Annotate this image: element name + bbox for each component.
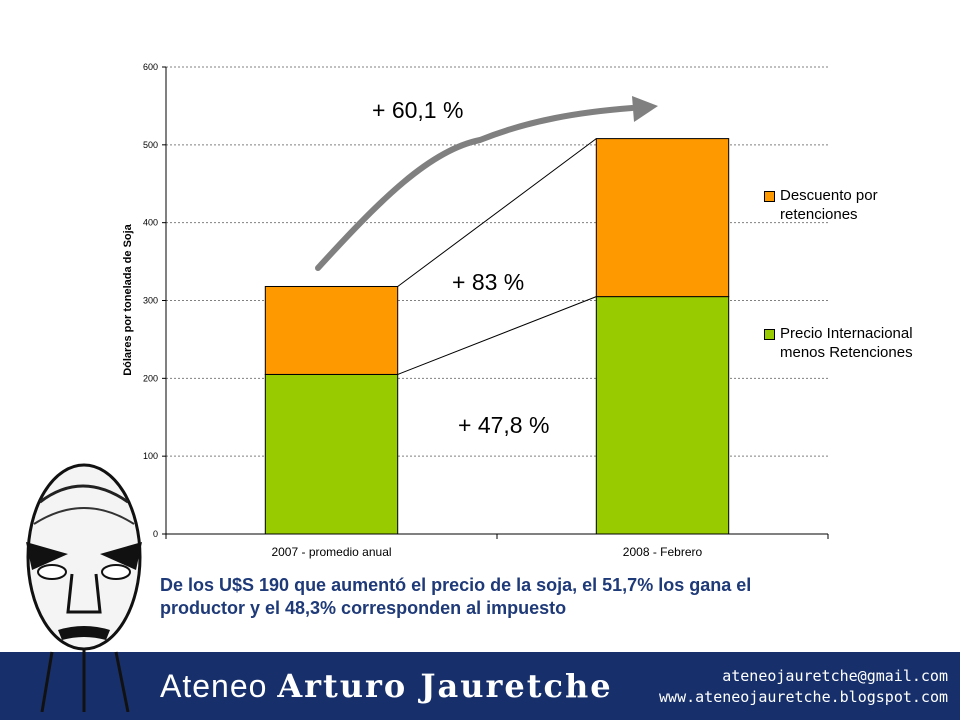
connector-line: [397, 138, 597, 287]
bar-segment: [264, 373, 399, 535]
legend-label-retenciones: Descuento por retenciones: [780, 187, 878, 223]
x-category-label: 2007 - promedio anual: [271, 545, 391, 559]
footer-banner: Ateneo Arturo Jauretche ateneojauretche@…: [0, 652, 960, 720]
footer-logo: Ateneo Arturo Jauretche: [160, 667, 613, 705]
y-axis-label: Dólares por tonelada de Soja: [122, 223, 134, 375]
y-tick-label: 200: [143, 373, 158, 383]
growth-arrow-icon: [315, 105, 635, 271]
y-tick-label: 0: [153, 529, 158, 539]
y-tick-label: 600: [143, 62, 158, 72]
legend-item-retenciones: Descuento por retenciones: [764, 186, 934, 224]
connector-lines: [397, 138, 597, 375]
legend-label-precio: Precio Internacional menos Retenciones: [780, 325, 913, 361]
annotation-total-increase: + 60,1 %: [372, 97, 463, 123]
legend-swatch-orange: [764, 191, 775, 202]
annotation-retention-increase: + 83 %: [452, 269, 524, 295]
legend-item-precio: Precio Internacional menos Retenciones: [764, 324, 934, 362]
x-category-labels: 2007 - promedio anual 2008 - Febrero: [271, 545, 702, 559]
y-tick-label: 500: [143, 140, 158, 150]
chart-legend: Descuento por retenciones Precio Interna…: [764, 186, 934, 362]
bar-segment: [595, 296, 730, 535]
arrowhead-icon: [632, 96, 658, 122]
footer-email[interactable]: ateneojauretche@gmail.com: [722, 667, 948, 685]
y-tick-label: 100: [143, 451, 158, 461]
footer-logo-name: Arturo Jauretche: [277, 667, 613, 705]
axes: [162, 66, 829, 539]
caption: De los U$S 190 que aumentó el precio de …: [160, 574, 930, 620]
x-category-label: 2008 - Febrero: [623, 545, 703, 559]
annotation-producer-increase: + 47,8 %: [458, 412, 549, 438]
chart: 0 100 200 300 400 500 600 2007 - promedio anua…: [122, 62, 829, 559]
footer-blog-url[interactable]: www.ateneojauretche.blogspot.com: [659, 688, 948, 706]
legend-swatch-green: [764, 329, 775, 340]
caption-line-1: De los U$S 190 que aumentó el precio de …: [160, 575, 752, 595]
caricature-face-icon: [26, 463, 142, 712]
bar-segment: [264, 285, 399, 375]
y-tick-label: 300: [143, 296, 158, 306]
footer-logo-ateneo: Ateneo: [160, 668, 268, 704]
bar-segment: [595, 138, 730, 298]
footer-contact: ateneojauretche@gmail.com www.ateneojaur…: [659, 666, 948, 708]
bars: [264, 138, 730, 535]
y-tick-label: 400: [143, 218, 158, 228]
y-tick-labels: 0 100 200 300 400 500 600: [143, 62, 158, 539]
connector-line: [397, 296, 597, 375]
caption-line-2: productor y el 48,3% corresponden al imp…: [160, 598, 567, 618]
